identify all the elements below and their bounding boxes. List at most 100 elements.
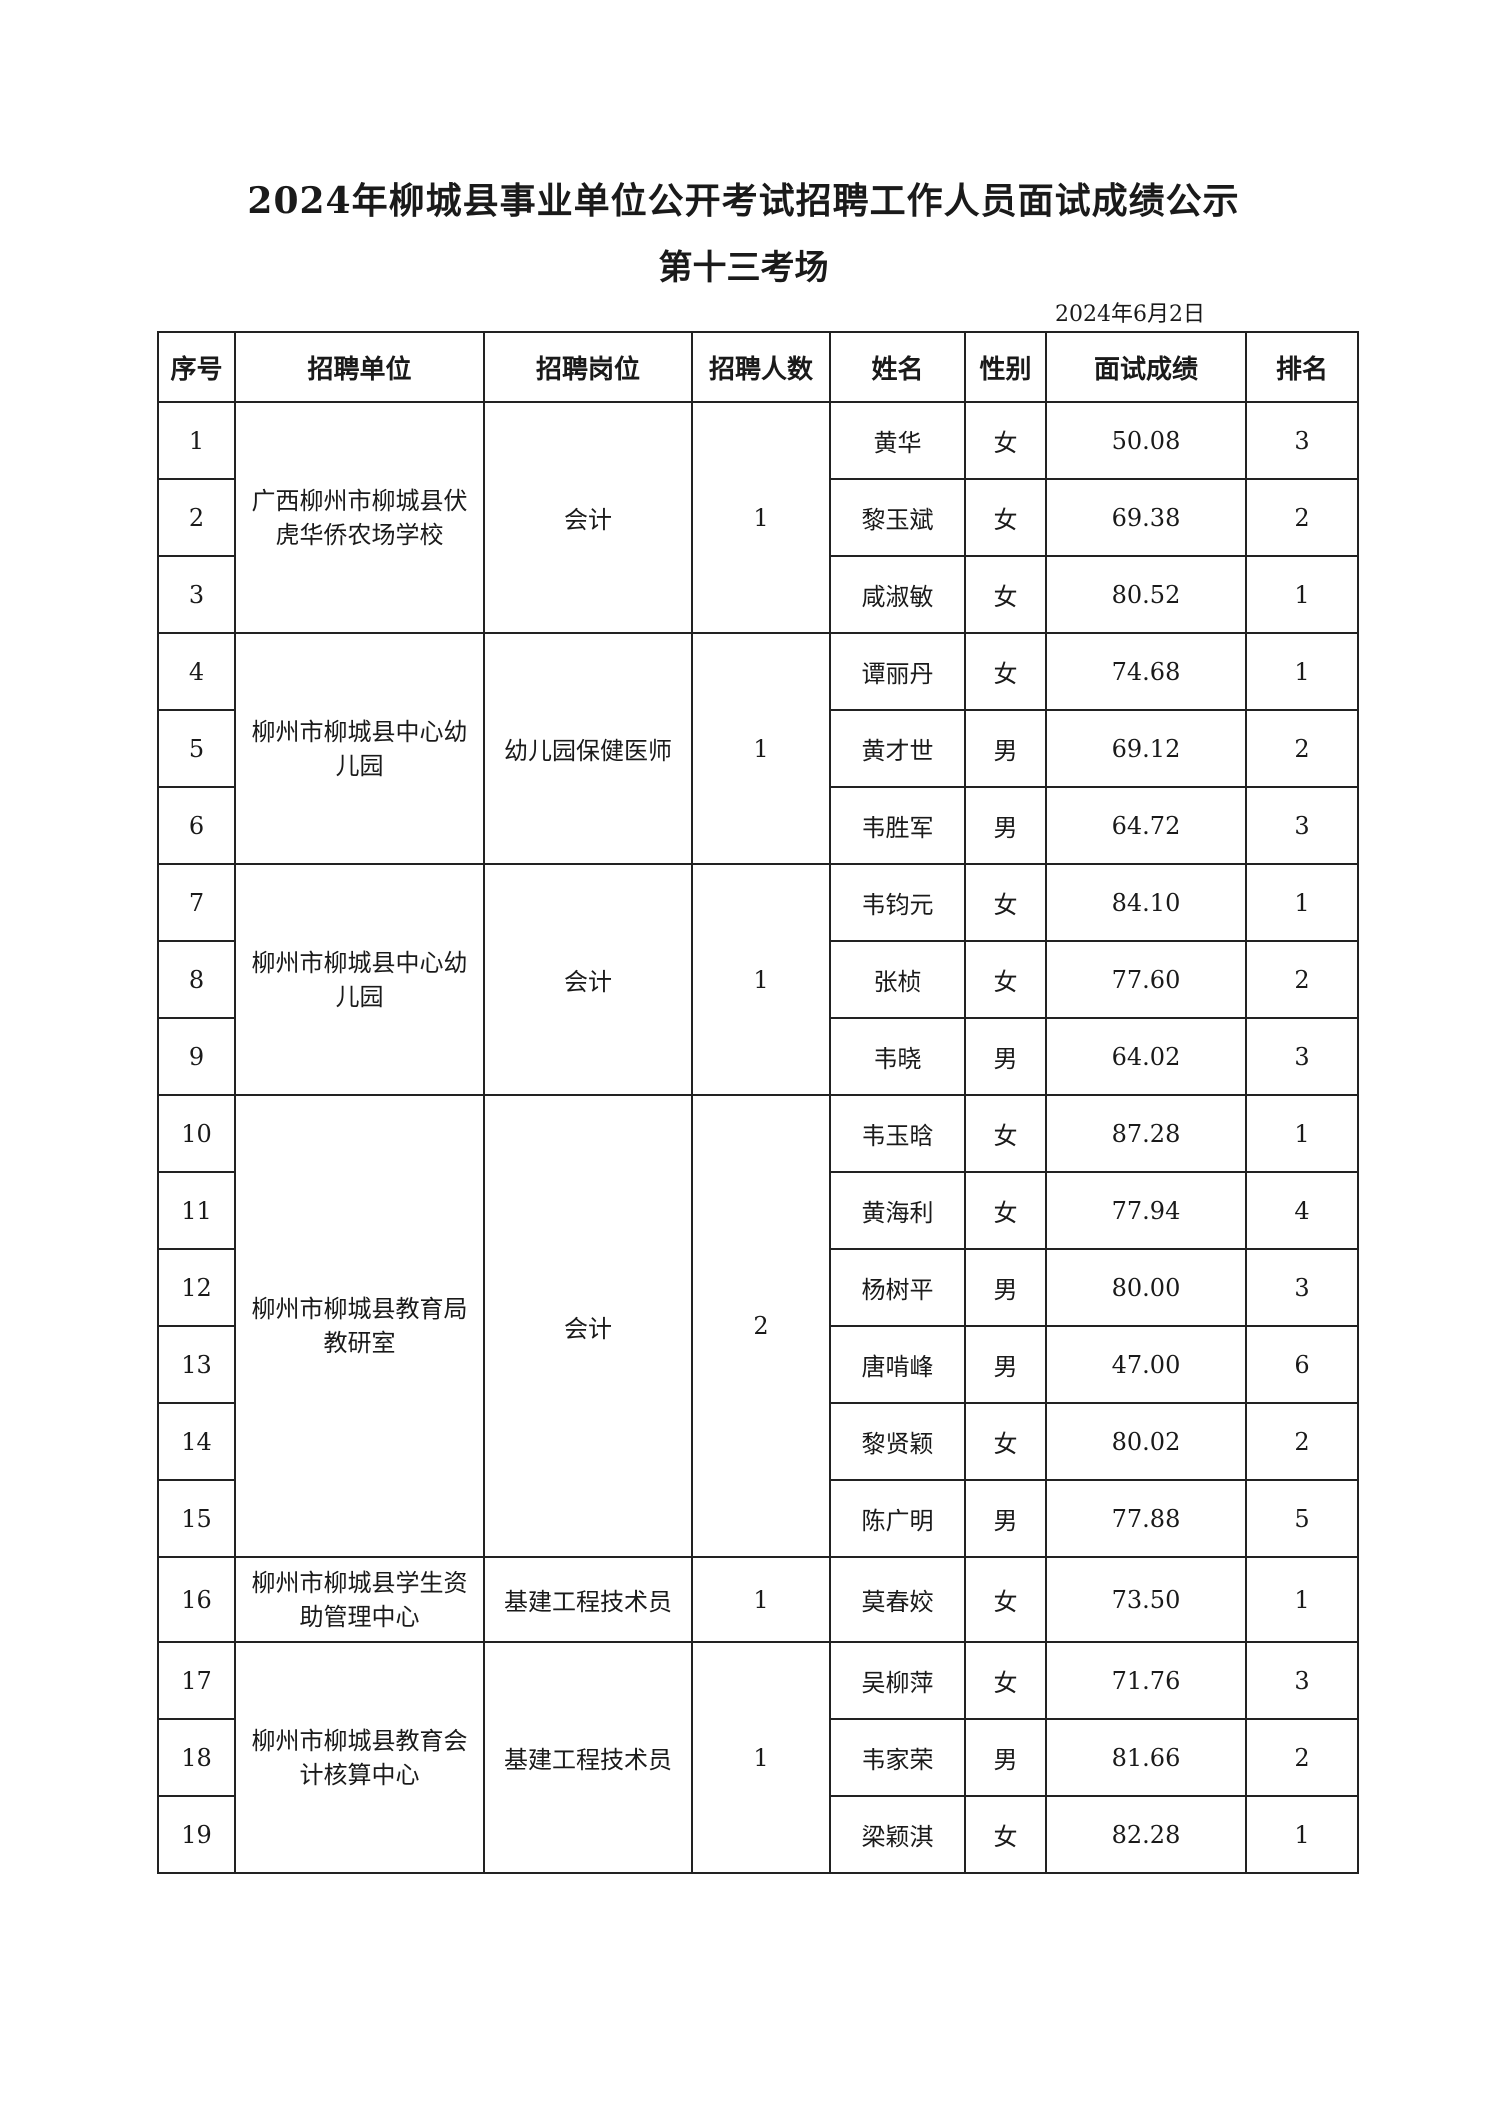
cell-name: 吴柳萍 bbox=[829, 1641, 966, 1720]
cell-score: 80.00 bbox=[1045, 1248, 1247, 1327]
table-row: 8 张桢女 77.60 2 bbox=[157, 940, 1359, 1019]
header-rank: 排名 bbox=[1245, 331, 1359, 403]
cell-score: 82.28 bbox=[1045, 1795, 1247, 1874]
cell-no: 18 bbox=[157, 1718, 236, 1797]
cell-no: 7 bbox=[157, 863, 236, 942]
cell-score: 71.76 bbox=[1045, 1641, 1247, 1720]
cell-post: 会计 bbox=[483, 863, 693, 1096]
cell-name: 黄海利 bbox=[829, 1171, 966, 1250]
table-row: 11 黄海利女 77.94 4 bbox=[157, 1171, 1359, 1250]
header-no: 序号 bbox=[157, 331, 236, 403]
cell-post: 基建工程技术员 bbox=[483, 1641, 693, 1874]
cell-count: 1 bbox=[691, 863, 831, 1096]
cell-gender: 女 bbox=[964, 1094, 1047, 1173]
header-row: 序号 招聘单位 招聘岗位 招聘人数 姓名 性别 面试成绩 排名 bbox=[157, 331, 1359, 403]
cell-score: 64.72 bbox=[1045, 786, 1247, 865]
cell-score: 74.68 bbox=[1045, 632, 1247, 711]
cell-no: 17 bbox=[157, 1641, 236, 1720]
table-row: 9 韦晓男 64.02 3 bbox=[157, 1017, 1359, 1096]
cell-rank: 1 bbox=[1245, 1795, 1359, 1874]
header-score: 面试成绩 bbox=[1045, 331, 1247, 403]
cell-rank: 1 bbox=[1245, 632, 1359, 711]
cell-count: 1 bbox=[691, 1556, 831, 1643]
table-row: 18 韦家荣男 81.66 2 bbox=[157, 1718, 1359, 1797]
cell-score: 77.60 bbox=[1045, 940, 1247, 1019]
cell-score: 77.94 bbox=[1045, 1171, 1247, 1250]
cell-no: 12 bbox=[157, 1248, 236, 1327]
cell-rank: 5 bbox=[1245, 1479, 1359, 1558]
cell-unit: 广西柳州市柳城县伏虎华侨农场学校 bbox=[234, 401, 485, 634]
cell-rank: 3 bbox=[1245, 1017, 1359, 1096]
cell-gender: 男 bbox=[964, 1479, 1047, 1558]
cell-rank: 3 bbox=[1245, 401, 1359, 480]
cell-gender: 女 bbox=[964, 863, 1047, 942]
header-count: 招聘人数 bbox=[691, 331, 831, 403]
header-post: 招聘岗位 bbox=[483, 331, 693, 403]
cell-name: 杨树平 bbox=[829, 1248, 966, 1327]
table-row: 5 黄才世男 69.12 2 bbox=[157, 709, 1359, 788]
table-row: 15 陈广明男 77.88 5 bbox=[157, 1479, 1359, 1558]
cell-name: 莫春姣 bbox=[829, 1556, 966, 1643]
cell-gender: 女 bbox=[964, 1171, 1047, 1250]
table-row: 10 柳州市柳城县教育局教研室 会计 2 韦玉晗女 87.28 1 bbox=[157, 1094, 1359, 1558]
cell-gender: 女 bbox=[964, 1795, 1047, 1874]
page-title: 2024年柳城县事业单位公开考试招聘工作人员面试成绩公示 bbox=[247, 180, 1240, 222]
cell-no: 16 bbox=[157, 1556, 236, 1643]
header-unit: 招聘单位 bbox=[234, 331, 485, 403]
cell-rank: 1 bbox=[1245, 1094, 1359, 1173]
cell-count: 1 bbox=[691, 1641, 831, 1874]
cell-unit: 柳州市柳城县中心幼儿园 bbox=[234, 632, 485, 865]
cell-name: 谭丽丹 bbox=[829, 632, 966, 711]
cell-name: 梁颖淇 bbox=[829, 1795, 966, 1874]
cell-no: 8 bbox=[157, 940, 236, 1019]
table-row: 1 广西柳州市柳城县伏虎华侨农场学校 会计 1 黄华女 50.08 3 bbox=[157, 401, 1359, 634]
cell-score: 87.28 bbox=[1045, 1094, 1247, 1173]
cell-score: 77.88 bbox=[1045, 1479, 1247, 1558]
cell-rank: 2 bbox=[1245, 478, 1359, 557]
table-row: 2 黎玉斌女 69.38 2 bbox=[157, 478, 1359, 557]
cell-post: 会计 bbox=[483, 1094, 693, 1558]
cell-count: 1 bbox=[691, 632, 831, 865]
publish-date: 2024年6月2日 bbox=[1055, 302, 1205, 327]
cell-rank: 2 bbox=[1245, 940, 1359, 1019]
cell-name: 咸淑敏 bbox=[829, 555, 966, 634]
cell-no: 1 bbox=[157, 401, 236, 480]
cell-name: 韦家荣 bbox=[829, 1718, 966, 1797]
table-row: 14 黎贤颖女 80.02 2 bbox=[157, 1402, 1359, 1481]
cell-rank: 3 bbox=[1245, 1248, 1359, 1327]
cell-score: 80.02 bbox=[1045, 1402, 1247, 1481]
cell-rank: 2 bbox=[1245, 1718, 1359, 1797]
cell-rank: 6 bbox=[1245, 1325, 1359, 1404]
results-table: 序号 招聘单位 招聘岗位 招聘人数 姓名 性别 面试成绩 排名 1 广西柳州市柳城… bbox=[157, 331, 1359, 1874]
exam-room-subtitle: 第十三考场 bbox=[658, 248, 829, 288]
cell-no: 3 bbox=[157, 555, 236, 634]
cell-unit: 柳州市柳城县中心幼儿园 bbox=[234, 863, 485, 1096]
cell-no: 14 bbox=[157, 1402, 236, 1481]
cell-score: 80.52 bbox=[1045, 555, 1247, 634]
cell-name: 黄华 bbox=[829, 401, 966, 480]
cell-gender: 男 bbox=[964, 1718, 1047, 1797]
cell-no: 10 bbox=[157, 1094, 236, 1173]
cell-name: 黎玉斌 bbox=[829, 478, 966, 557]
table-row: 12 杨树平男 80.00 3 bbox=[157, 1248, 1359, 1327]
cell-no: 5 bbox=[157, 709, 236, 788]
cell-gender: 男 bbox=[964, 1017, 1047, 1096]
cell-name: 韦玉晗 bbox=[829, 1094, 966, 1173]
table-row: 4 柳州市柳城县中心幼儿园 幼儿园保健医师 1 谭丽丹女 74.68 1 bbox=[157, 632, 1359, 865]
cell-gender: 女 bbox=[964, 401, 1047, 480]
cell-no: 19 bbox=[157, 1795, 236, 1874]
cell-name: 韦晓 bbox=[829, 1017, 966, 1096]
table-row: 7 柳州市柳城县中心幼儿园 会计 1 韦钧元女 84.10 1 bbox=[157, 863, 1359, 1096]
table-row: 3 咸淑敏女 80.52 1 bbox=[157, 555, 1359, 634]
cell-rank: 2 bbox=[1245, 1402, 1359, 1481]
table-row: 6 韦胜军男 64.72 3 bbox=[157, 786, 1359, 865]
cell-name: 唐啃峰 bbox=[829, 1325, 966, 1404]
cell-gender: 女 bbox=[964, 1556, 1047, 1643]
cell-gender: 女 bbox=[964, 1402, 1047, 1481]
cell-gender: 女 bbox=[964, 555, 1047, 634]
cell-rank: 3 bbox=[1245, 1641, 1359, 1720]
cell-gender: 女 bbox=[964, 940, 1047, 1019]
cell-gender: 男 bbox=[964, 1325, 1047, 1404]
cell-score: 81.66 bbox=[1045, 1718, 1247, 1797]
cell-name: 陈广明 bbox=[829, 1479, 966, 1558]
